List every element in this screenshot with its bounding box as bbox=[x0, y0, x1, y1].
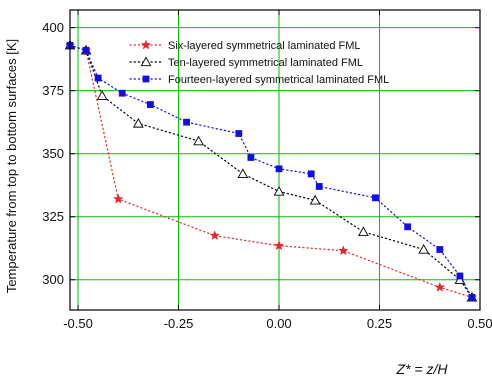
data-point bbox=[434, 281, 446, 292]
data-point bbox=[82, 46, 90, 54]
plot-frame bbox=[69, 9, 481, 311]
data-point bbox=[418, 243, 430, 254]
data-point bbox=[209, 230, 220, 241]
data-point bbox=[436, 246, 444, 253]
data-point bbox=[118, 89, 126, 97]
data-point bbox=[146, 101, 154, 108]
y-tick-label: 400 bbox=[42, 20, 64, 35]
legend: Six-layered symmetrical laminated FML Ten… bbox=[129, 39, 389, 86]
series-line bbox=[69, 44, 473, 298]
data-point bbox=[235, 130, 243, 137]
x-tick-label: -0.25 bbox=[164, 316, 194, 331]
legend-marker bbox=[140, 56, 152, 67]
legend-label: Six-layered symmetrical laminated FML bbox=[168, 40, 361, 52]
data-point bbox=[273, 240, 285, 251]
data-point bbox=[372, 194, 379, 202]
data-point bbox=[404, 223, 412, 231]
data-point bbox=[358, 226, 369, 236]
legend-item-six-layered: Six-layered symmetrical laminated FML bbox=[129, 39, 361, 52]
legend-label: Ten-layered symmetrical laminated FML bbox=[168, 57, 363, 69]
x-tick-label: 0.50 bbox=[467, 316, 492, 331]
x-tick-label: -0.50 bbox=[63, 316, 93, 331]
series-line bbox=[69, 44, 473, 298]
x-tick-label: 0.00 bbox=[266, 316, 291, 331]
y-tick-label: 375 bbox=[42, 83, 64, 98]
data-point bbox=[309, 194, 321, 205]
grid-layer bbox=[70, 10, 481, 310]
x-axis-label: Z* = z/H bbox=[396, 361, 449, 377]
series-line bbox=[69, 44, 473, 298]
data-point bbox=[275, 165, 283, 173]
data-point bbox=[193, 135, 204, 146]
legend-item-fourteen-layered: Fourteen-layered symmetrical laminated F… bbox=[129, 74, 389, 86]
data-point bbox=[273, 185, 285, 196]
data-point bbox=[112, 193, 124, 204]
data-point bbox=[456, 272, 464, 280]
data-point bbox=[94, 74, 102, 82]
y-tick-label: 300 bbox=[42, 272, 64, 287]
legend-marker bbox=[142, 75, 150, 83]
x-tick-label: 0.25 bbox=[367, 316, 392, 331]
series-layer bbox=[64, 39, 478, 302]
y-tick-label: 350 bbox=[42, 146, 64, 161]
data-point bbox=[183, 118, 190, 126]
y-tick-label: 325 bbox=[42, 209, 64, 224]
data-point bbox=[468, 293, 476, 301]
data-point bbox=[307, 170, 315, 178]
legend-marker bbox=[140, 39, 152, 50]
data-point bbox=[96, 90, 108, 100]
legend-label: Fourteen-layered symmetrical laminated F… bbox=[168, 74, 389, 86]
data-point bbox=[315, 183, 323, 190]
y-axis-label: Temperature from top to bottom surfaces … bbox=[4, 39, 19, 293]
axis-layer: -0.50 -0.25 0.00 0.25 0.50 300 325 350 375 400 bbox=[42, 10, 492, 331]
data-point bbox=[237, 168, 249, 178]
data-point bbox=[247, 154, 255, 161]
legend-item-ten-layered: Ten-layered symmetrical laminated FML bbox=[129, 56, 363, 69]
data-point bbox=[132, 117, 144, 128]
data-point bbox=[338, 245, 349, 256]
